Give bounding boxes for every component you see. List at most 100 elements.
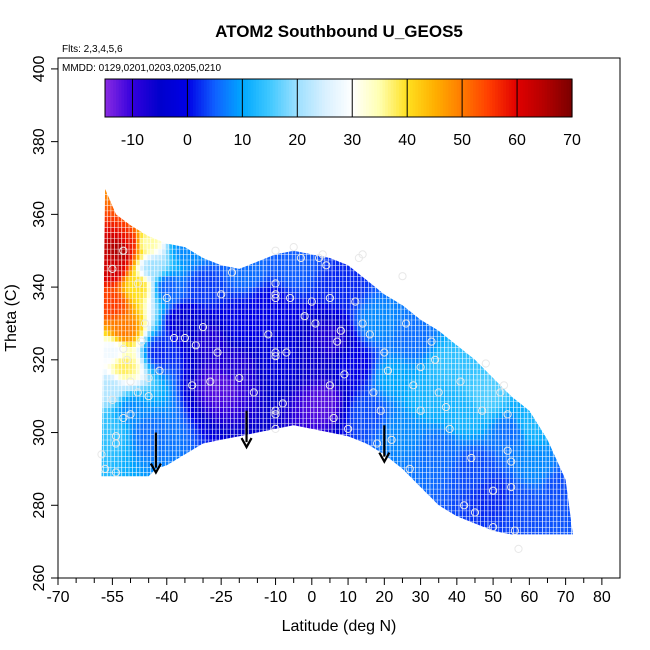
field-cell	[350, 451, 354, 457]
field-cell	[209, 200, 213, 206]
field-cell	[230, 363, 234, 369]
field-cell	[187, 511, 191, 517]
field-cell	[350, 396, 354, 402]
field-cell	[216, 500, 220, 506]
field-cell	[317, 380, 321, 386]
field-cell	[201, 222, 205, 227]
field-cell	[140, 331, 144, 337]
field-cell	[176, 516, 180, 522]
field-cell	[238, 353, 242, 358]
field-cell	[191, 533, 194, 535]
field-cell	[343, 249, 347, 255]
field-cell	[154, 522, 158, 527]
field-cell	[205, 293, 209, 298]
field-cell	[328, 347, 332, 353]
field-cell	[339, 222, 343, 227]
field-cell	[274, 440, 278, 446]
field-cell	[245, 407, 249, 413]
field-cell	[234, 418, 238, 424]
field-cell	[310, 418, 314, 424]
field-cell	[230, 402, 234, 407]
field-cell	[176, 402, 180, 407]
field-cell	[216, 527, 220, 533]
field-cell	[354, 298, 358, 304]
field-cell	[172, 342, 176, 347]
field-cell	[194, 222, 198, 227]
field-cell	[241, 462, 245, 467]
field-cell	[307, 260, 310, 266]
field-cell	[129, 194, 133, 200]
field-cell	[151, 522, 155, 527]
field-cell	[332, 293, 336, 298]
field-cell	[368, 314, 372, 320]
field-cell	[325, 194, 329, 200]
field-cell	[118, 276, 122, 282]
field-cell	[288, 320, 292, 326]
field-cell	[103, 265, 107, 271]
field-cell	[118, 516, 122, 522]
field-cell	[238, 418, 242, 424]
field-cell	[365, 413, 368, 418]
field-cell	[354, 358, 358, 364]
field-cell	[161, 423, 165, 429]
field-cell	[220, 331, 223, 337]
field-cell	[317, 194, 321, 200]
field-cell	[111, 238, 115, 244]
field-cell	[151, 391, 155, 397]
field-cell	[125, 282, 129, 287]
field-cell	[259, 331, 263, 337]
field-cell	[107, 363, 111, 369]
field-cell	[241, 216, 245, 222]
field-cell	[118, 325, 122, 331]
field-cell	[143, 396, 147, 402]
field-cell	[212, 363, 216, 369]
field-cell	[143, 505, 147, 511]
field-cell	[281, 402, 285, 407]
field-cell	[180, 205, 184, 211]
field-cell	[299, 407, 303, 413]
field-cell	[180, 298, 184, 304]
field-cell	[187, 243, 191, 249]
field-cell	[176, 249, 180, 255]
field-cell	[307, 282, 310, 287]
field-cell	[340, 184, 343, 189]
field-cell	[256, 533, 260, 535]
field-cell	[278, 391, 281, 397]
field-cell	[339, 331, 343, 337]
field-cell	[339, 374, 343, 380]
field-cell	[114, 276, 118, 282]
field-cell	[147, 396, 151, 402]
field-cell	[307, 358, 310, 364]
field-cell	[223, 483, 227, 489]
field-cell	[118, 358, 122, 364]
field-cell	[274, 347, 278, 353]
field-cell	[125, 494, 129, 500]
field-cell	[165, 423, 169, 429]
field-cell	[354, 407, 358, 413]
field-cell	[176, 380, 180, 386]
field-cell	[169, 391, 173, 397]
field-cell	[176, 489, 180, 495]
field-cell	[111, 511, 115, 517]
field-cell	[336, 314, 339, 320]
field-cell	[187, 298, 191, 304]
field-cell	[158, 227, 162, 233]
field-cell	[245, 233, 249, 238]
field-cell	[147, 309, 151, 315]
field-cell	[314, 243, 318, 249]
field-cell	[317, 489, 321, 495]
field-cell	[107, 353, 111, 358]
field-cell	[114, 516, 118, 522]
field-cell	[325, 522, 329, 527]
field-cell	[314, 396, 318, 402]
field-cell	[249, 407, 252, 413]
field-cell	[270, 189, 274, 195]
field-cell	[336, 303, 339, 309]
field-cell	[346, 271, 350, 277]
field-cell	[151, 396, 155, 402]
field-cell	[169, 331, 173, 337]
field-cell	[365, 380, 368, 386]
field-cell	[270, 211, 274, 217]
field-cell	[191, 429, 194, 435]
field-cell	[205, 265, 209, 271]
